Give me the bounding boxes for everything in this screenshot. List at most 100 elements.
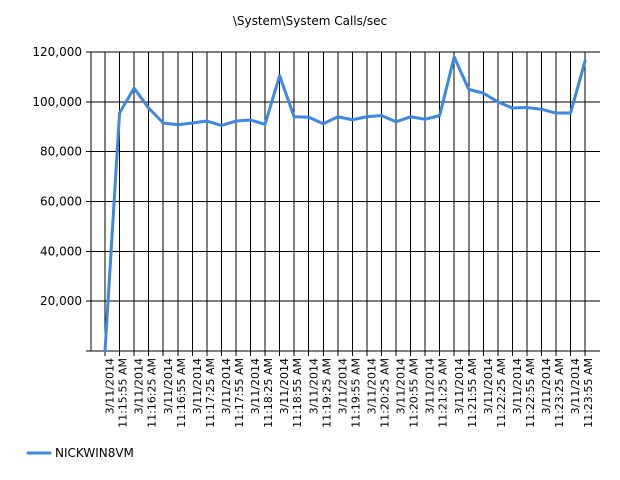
data-point [394, 120, 398, 123]
x-tick-label-time: 11:22:55 AM [524, 358, 537, 428]
x-tick-label-date: 3/11/2014 [249, 358, 262, 414]
x-tick-label: 3/11/2014 11:17:25 AM [191, 358, 217, 428]
series-layer [103, 55, 587, 353]
x-tick-label-time: 11:17:25 AM [204, 358, 217, 428]
tick-label-layer: 20,000 40,000 60,000 80,000 100,000 120,000 3/… [32, 45, 595, 428]
legend: NICKWIN8VM [26, 446, 134, 460]
x-tick-label: 3/11/2014 11:18:55 AM [278, 358, 304, 428]
x-tick-label-time: 11:23:55 AM [582, 358, 595, 428]
x-tick-label: 3/11/2014 11:19:25 AM [307, 358, 333, 428]
data-point [176, 123, 179, 126]
data-point [336, 115, 339, 118]
grid-layer [91, 51, 600, 351]
x-tick-label: 3/11/2014 11:20:25 AM [365, 358, 391, 428]
x-tick-label-date: 3/11/2014 [162, 358, 175, 414]
data-point [423, 118, 427, 121]
data-point [191, 121, 194, 125]
axis-layer [86, 51, 600, 356]
data-point [409, 115, 412, 118]
x-tick-label-time: 11:18:55 AM [291, 358, 304, 428]
x-tick-label-time: 11:16:25 AM [146, 358, 159, 428]
data-point [453, 55, 456, 59]
x-tick-label-time: 11:15:55 AM [117, 358, 130, 428]
data-point [380, 114, 383, 117]
x-tick-label: 3/11/2014 11:20:55 AM [395, 358, 421, 428]
data-point [147, 106, 150, 110]
x-tick-label-time: 11:18:25 AM [262, 358, 275, 428]
data-point [249, 118, 252, 122]
data-point [482, 91, 485, 95]
x-tick-label-date: 3/11/2014 [220, 358, 233, 414]
x-tick-label: 3/11/2014 11:21:25 AM [424, 358, 450, 428]
x-tick-label-date: 3/11/2014 [424, 358, 437, 414]
data-point [322, 122, 325, 125]
x-tick-label-time: 11:21:25 AM [437, 358, 450, 428]
data-point [220, 124, 223, 127]
x-tick-label: 3/11/2014 11:17:55 AM [220, 358, 246, 428]
x-tick-label: 3/11/2014 11:19:55 AM [336, 358, 362, 428]
x-tick-label-date: 3/11/2014 [569, 358, 582, 414]
data-point [569, 111, 572, 115]
data-point [511, 106, 514, 110]
x-tick-label-date: 3/11/2014 [365, 358, 378, 414]
x-tick-label-date: 3/11/2014 [133, 358, 146, 414]
data-point [496, 100, 500, 104]
x-tick-label-date: 3/11/2014 [191, 358, 204, 414]
x-tick-label-date: 3/11/2014 [540, 358, 553, 414]
y-tick-label: 20,000 [40, 294, 82, 308]
x-tick-label: 3/11/2014 11:22:25 AM [482, 358, 508, 428]
y-tick-label: 120,000 [32, 45, 82, 59]
x-tick-label: 3/11/2014 11:22:55 AM [511, 358, 537, 428]
y-tick-label: 100,000 [32, 95, 82, 109]
y-tick-label: 80,000 [40, 145, 82, 159]
x-tick-label-date: 3/11/2014 [511, 358, 524, 414]
x-tick-label-date: 3/11/2014 [482, 358, 495, 414]
chart-title: \System\System Calls/sec [233, 14, 387, 28]
x-tick-label-time: 11:20:25 AM [378, 358, 391, 428]
data-point [278, 74, 281, 77]
data-point [583, 59, 587, 62]
series-line-nickwin8vm [103, 55, 587, 353]
x-tick-label: 3/11/2014 11:16:55 AM [162, 358, 188, 428]
data-point [118, 111, 121, 115]
legend-label: NICKWIN8VM [55, 446, 134, 460]
data-point [103, 349, 107, 353]
x-tick-label-time: 11:20:55 AM [408, 358, 421, 428]
data-point [554, 111, 558, 115]
data-point [307, 116, 310, 119]
x-tick-label-date: 3/11/2014 [395, 358, 408, 414]
x-tick-label-date: 3/11/2014 [453, 358, 466, 414]
x-tick-label: 3/11/2014 11:23:25 AM [540, 358, 566, 428]
data-point [263, 123, 267, 126]
data-point [438, 114, 441, 117]
data-point [162, 121, 165, 125]
x-tick-label-time: 11:22:25 AM [495, 358, 508, 428]
data-point [234, 119, 238, 123]
x-tick-label: 3/11/2014 11:23:55 AM [569, 358, 595, 428]
y-tick-label: 40,000 [40, 244, 82, 258]
x-tick-label-date: 3/11/2014 [307, 358, 320, 414]
x-tick-label-time: 11:16:55 AM [175, 358, 188, 428]
x-tick-label-date: 3/11/2014 [278, 358, 291, 414]
y-tick-label: 60,000 [40, 195, 82, 209]
x-tick-label-time: 11:17:55 AM [233, 358, 246, 428]
data-point [205, 119, 209, 123]
x-tick-label-date: 3/11/2014 [104, 358, 117, 414]
data-point [132, 86, 136, 90]
x-tick-label-time: 11:19:25 AM [320, 358, 333, 428]
x-tick-label-time: 11:23:25 AM [553, 358, 566, 428]
x-tick-label: 3/11/2014 11:16:25 AM [133, 358, 159, 428]
x-tick-label-time: 11:19:55 AM [349, 358, 362, 428]
data-point [525, 106, 529, 109]
x-tick-label: 3/11/2014 11:21:55 AM [453, 358, 479, 428]
data-point [365, 115, 369, 118]
data-point [292, 115, 296, 118]
data-point [467, 88, 470, 91]
data-point [351, 118, 354, 121]
x-tick-label: 3/11/2014 11:18:25 AM [249, 358, 275, 428]
x-tick-label-date: 3/11/2014 [336, 358, 349, 414]
data-point [540, 108, 543, 111]
x-tick-label: 3/11/2014 11:15:55 AM [104, 358, 130, 428]
